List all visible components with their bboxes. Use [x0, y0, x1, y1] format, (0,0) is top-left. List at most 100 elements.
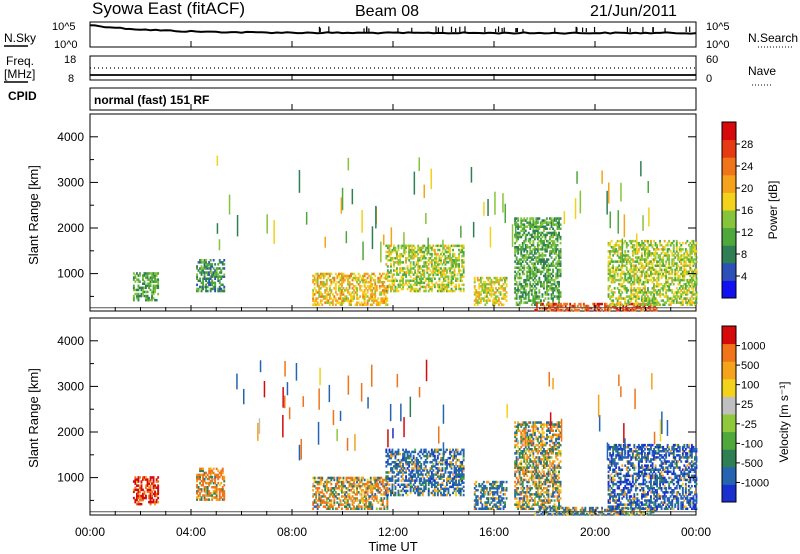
echo-cell [543, 266, 545, 269]
echo-cell [403, 467, 406, 470]
echo-cell [645, 291, 648, 294]
echo-cell [146, 490, 149, 494]
echo-cell [383, 507, 386, 510]
echo-cell [140, 288, 143, 292]
echo-cell [211, 498, 214, 501]
echo-cell [333, 493, 336, 496]
echo-cell [327, 480, 330, 484]
echo-cell [450, 273, 453, 276]
echo-cell [504, 293, 506, 296]
echo-cell [692, 248, 695, 251]
echo-cell [695, 283, 698, 286]
echo-cell [409, 263, 412, 266]
echo-cell [461, 263, 464, 266]
echo-streak [383, 234, 385, 246]
echo-cell [541, 239, 544, 243]
echo-cell [558, 233, 560, 237]
echo-cell [406, 467, 409, 470]
echo-cell [618, 291, 621, 294]
echo-cell [459, 269, 462, 272]
echo-cell [196, 490, 198, 493]
echo-cell [642, 268, 645, 272]
echo-cell [538, 276, 541, 280]
echo-cell [627, 295, 630, 298]
echo-cell [344, 495, 346, 498]
echo-cell [368, 480, 371, 484]
echo-cell [443, 491, 445, 495]
echo-cell [452, 252, 454, 256]
echo-cell [680, 266, 683, 269]
echo-cell [619, 272, 622, 276]
echo-cell [152, 482, 155, 485]
echo-cell [678, 268, 681, 272]
echo-cell [363, 478, 366, 482]
echo-cell [400, 269, 403, 272]
echo-cell [521, 272, 524, 276]
echo-cell [350, 507, 352, 510]
echo-cell [538, 254, 541, 257]
echo-cell [432, 493, 435, 497]
power-cbar-label: Power [dB] [766, 181, 780, 240]
echo-cell [549, 241, 551, 245]
echo-cell [553, 223, 556, 226]
echo-cell [318, 295, 321, 298]
echo-cell [215, 486, 218, 489]
echo-cell [381, 283, 384, 286]
echo-cell [647, 246, 649, 249]
echo-cell [365, 503, 368, 506]
echo-cell [543, 280, 545, 284]
echo-cell [532, 272, 535, 276]
echo-cell [532, 229, 535, 233]
echo-cell [316, 303, 319, 306]
echo-cell [218, 475, 221, 479]
echo-cell [650, 241, 652, 245]
echo-cell [136, 288, 138, 292]
echo-cell [520, 246, 523, 249]
echo-cell [612, 295, 615, 298]
echo-cell [540, 239, 542, 243]
echo-cell [450, 283, 453, 287]
echo-cell [573, 302, 576, 306]
echo-cell [134, 488, 137, 492]
echo-cell [461, 254, 464, 258]
echo-cell [408, 456, 411, 460]
echo-cell [443, 489, 445, 493]
echo-cell [315, 299, 318, 302]
echo-cell [137, 278, 140, 281]
echo-cell [433, 271, 436, 274]
echo-cell [215, 490, 218, 493]
echo-cell [360, 285, 363, 288]
echo-cell [342, 293, 345, 296]
echo-cell [559, 248, 562, 251]
echo-cell [344, 484, 346, 488]
echo-cell [549, 217, 551, 220]
echo-cell [686, 285, 689, 288]
echo-cell [484, 299, 487, 302]
echo-cell [134, 486, 137, 489]
echo-cell [607, 308, 609, 312]
echo-cell [417, 271, 420, 274]
echo-cell [669, 276, 672, 280]
echo-cell [359, 289, 362, 292]
echo-cell [558, 285, 560, 288]
echo-cell [409, 452, 412, 456]
echo-cell [637, 262, 640, 265]
echo-cell [552, 227, 554, 230]
echo-cell [489, 283, 491, 286]
echo-cell [134, 280, 137, 283]
echo-cell [348, 276, 351, 280]
echo-cell [636, 260, 639, 263]
echo-cell [322, 495, 325, 498]
echo-cell [436, 271, 439, 274]
echo-cell [692, 258, 695, 261]
echo-cell [196, 283, 198, 287]
echo-cell [668, 266, 671, 269]
echo-cell [363, 272, 366, 276]
echo-cell [449, 471, 451, 474]
echo-cell [405, 275, 407, 278]
echo-cell [341, 289, 343, 292]
echo-cell [423, 489, 426, 493]
echo-cell [403, 283, 406, 287]
echo-cell [321, 501, 324, 504]
echo-cell [524, 285, 527, 288]
